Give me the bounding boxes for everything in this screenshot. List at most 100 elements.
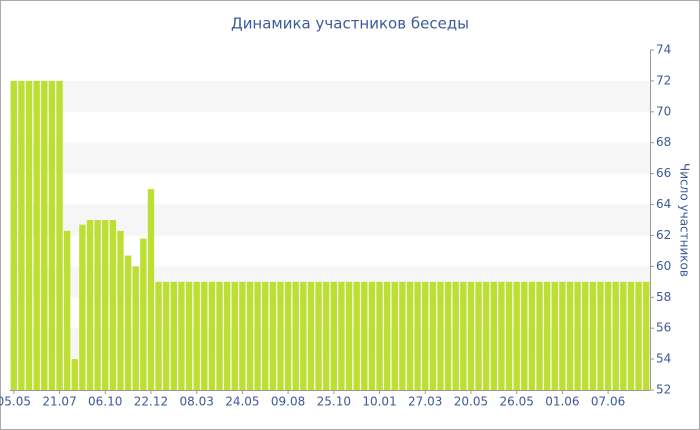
bar xyxy=(33,80,40,390)
bar xyxy=(307,281,315,390)
bar xyxy=(284,281,292,390)
bar xyxy=(71,359,78,390)
bar xyxy=(589,281,597,390)
bar xyxy=(452,281,459,390)
x-tick-label: 09.08 xyxy=(271,395,305,409)
bar xyxy=(604,281,612,390)
bar xyxy=(102,220,109,390)
bar xyxy=(269,281,277,390)
y-tick-label: 66 xyxy=(656,166,671,180)
y-tick-label: 70 xyxy=(656,104,671,118)
bar xyxy=(246,281,254,390)
bar xyxy=(315,281,322,390)
bar xyxy=(376,281,383,390)
bar xyxy=(543,281,551,390)
y-tick-label: 54 xyxy=(656,352,671,366)
x-tick-label: 20.05 xyxy=(454,395,488,409)
bar xyxy=(467,281,475,390)
bar xyxy=(383,281,391,390)
y-tick-label: 52 xyxy=(656,383,671,397)
x-tick-label: 10.01 xyxy=(362,395,396,409)
y-tick-label: 56 xyxy=(656,321,671,335)
bar xyxy=(277,281,284,390)
bar xyxy=(193,281,200,390)
bar xyxy=(521,281,528,390)
bar xyxy=(322,281,330,390)
bar xyxy=(147,189,155,390)
x-tick-label: 01.06 xyxy=(545,395,579,409)
bar xyxy=(201,281,208,390)
bar xyxy=(239,281,246,390)
grid-band xyxy=(10,266,650,298)
bar xyxy=(63,230,71,390)
bar xyxy=(124,255,132,390)
y-tick-label: 72 xyxy=(656,73,671,87)
grid-band xyxy=(10,142,650,174)
bar xyxy=(10,80,18,390)
bar xyxy=(429,281,437,390)
x-tick-label: 07.06 xyxy=(591,395,625,409)
grid-band xyxy=(10,80,650,112)
bar xyxy=(353,281,360,390)
bar xyxy=(18,80,25,390)
bar xyxy=(216,281,223,390)
bar xyxy=(208,281,216,390)
bar xyxy=(292,281,299,390)
bar xyxy=(330,281,338,390)
chart-title: Динамика участников беседы xyxy=(231,15,469,33)
bar xyxy=(490,281,498,390)
bar xyxy=(25,80,33,390)
bar xyxy=(79,224,86,390)
bar xyxy=(391,281,398,390)
x-tick-label: 22.12 xyxy=(134,395,168,409)
bar xyxy=(48,80,56,390)
bar xyxy=(86,220,94,390)
bar xyxy=(117,230,124,390)
grid-band xyxy=(10,328,650,360)
y-tick-label: 68 xyxy=(656,135,671,149)
bar xyxy=(551,281,558,390)
bar xyxy=(223,281,231,390)
x-tick-label: 06.10 xyxy=(88,395,122,409)
bar xyxy=(155,281,162,390)
grid-band xyxy=(10,204,650,236)
y-tick-label: 60 xyxy=(656,259,671,273)
y-tick-label: 74 xyxy=(656,43,671,57)
bar xyxy=(140,238,147,390)
bar xyxy=(399,281,406,390)
bar xyxy=(612,281,619,390)
bar xyxy=(132,266,139,390)
bar xyxy=(574,281,581,390)
y-axis-label: Число участников xyxy=(678,163,692,277)
bar xyxy=(338,281,345,390)
bar xyxy=(482,281,490,390)
bar xyxy=(94,220,101,390)
x-tick-label: 08.03 xyxy=(179,395,213,409)
bar xyxy=(361,281,368,390)
bar xyxy=(475,281,482,390)
bar xyxy=(300,281,307,390)
bar xyxy=(513,281,520,390)
x-tick-label: 25.10 xyxy=(317,395,351,409)
bar xyxy=(536,281,543,390)
bar xyxy=(170,281,178,390)
bar xyxy=(422,281,429,390)
bar xyxy=(262,281,269,390)
bar xyxy=(505,281,513,390)
bar xyxy=(642,281,650,390)
y-tick-label: 64 xyxy=(656,197,671,211)
bar xyxy=(437,281,444,390)
bar xyxy=(368,281,376,390)
x-tick-label: 24.05 xyxy=(225,395,259,409)
bar xyxy=(178,281,185,390)
bar xyxy=(185,281,193,390)
bar xyxy=(406,281,414,390)
bar xyxy=(498,281,505,390)
bar xyxy=(635,281,642,390)
bar xyxy=(41,80,48,390)
bar xyxy=(414,281,421,390)
y-tick-label: 62 xyxy=(656,228,671,242)
x-tick-label: 21.07 xyxy=(42,395,76,409)
bar xyxy=(559,281,566,390)
